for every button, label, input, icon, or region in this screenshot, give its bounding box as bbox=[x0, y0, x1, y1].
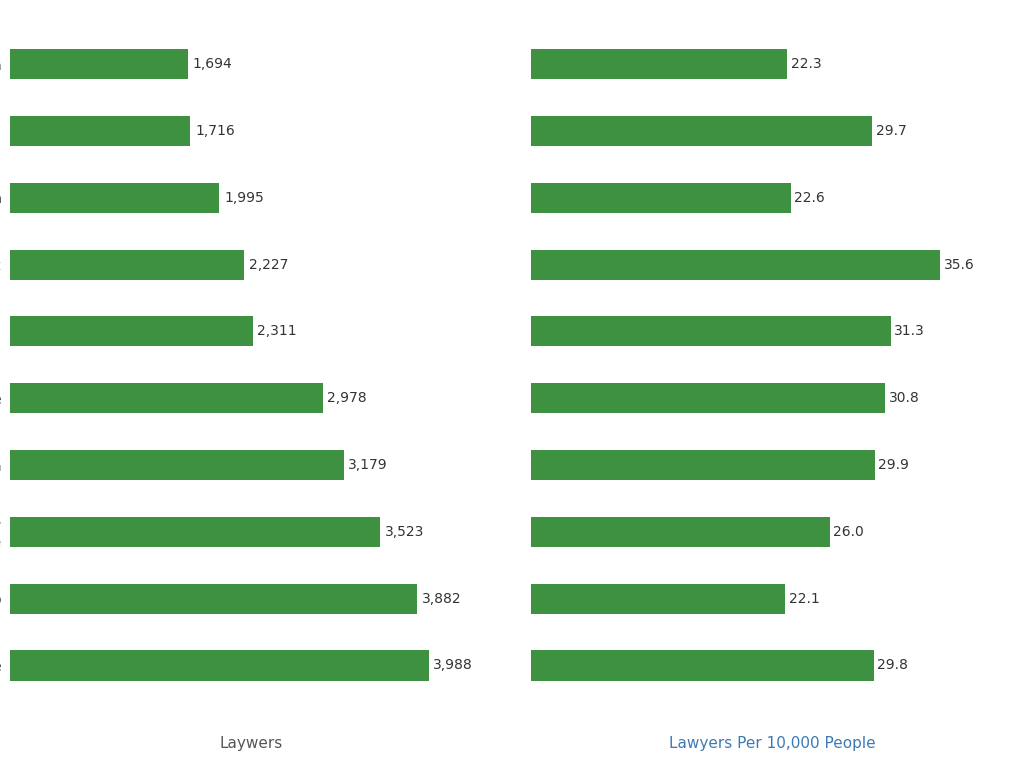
Bar bbox=[531, 450, 874, 480]
Bar bbox=[531, 383, 885, 413]
Text: 3,882: 3,882 bbox=[422, 591, 462, 606]
Bar bbox=[531, 517, 830, 547]
Text: Laywers: Laywers bbox=[220, 736, 283, 750]
Text: 26.0: 26.0 bbox=[834, 525, 864, 539]
Text: 29.8: 29.8 bbox=[878, 658, 908, 673]
Bar bbox=[10, 316, 253, 346]
Bar bbox=[10, 183, 219, 213]
Text: 35.6: 35.6 bbox=[944, 257, 975, 272]
Bar bbox=[531, 650, 873, 680]
Bar bbox=[531, 584, 785, 614]
Text: 2,311: 2,311 bbox=[257, 324, 297, 339]
Text: 22.3: 22.3 bbox=[791, 57, 821, 71]
Text: 29.7: 29.7 bbox=[876, 124, 906, 138]
Text: 3,988: 3,988 bbox=[433, 658, 473, 673]
Text: 2,978: 2,978 bbox=[328, 391, 367, 406]
Bar bbox=[10, 250, 244, 280]
Bar bbox=[10, 650, 428, 680]
Bar bbox=[10, 116, 190, 146]
Bar bbox=[10, 383, 323, 413]
Text: 29.9: 29.9 bbox=[879, 458, 909, 472]
Bar bbox=[10, 49, 188, 79]
Bar bbox=[531, 250, 940, 280]
Text: 1,694: 1,694 bbox=[193, 57, 232, 71]
Text: 3,523: 3,523 bbox=[384, 525, 424, 539]
Text: Lawyers Per 10,000 People: Lawyers Per 10,000 People bbox=[670, 736, 876, 750]
Bar bbox=[10, 584, 418, 614]
Text: 1,995: 1,995 bbox=[224, 190, 264, 205]
Bar bbox=[10, 450, 344, 480]
Text: 1,716: 1,716 bbox=[195, 124, 234, 138]
Text: 22.1: 22.1 bbox=[788, 591, 819, 606]
Text: 30.8: 30.8 bbox=[889, 391, 920, 406]
Text: 2,227: 2,227 bbox=[249, 257, 288, 272]
Bar bbox=[531, 183, 791, 213]
Text: 22.6: 22.6 bbox=[795, 190, 825, 205]
Text: 3,179: 3,179 bbox=[348, 458, 388, 472]
Bar bbox=[531, 116, 872, 146]
Bar bbox=[531, 316, 891, 346]
Bar bbox=[531, 49, 787, 79]
Bar bbox=[10, 517, 380, 547]
Text: 31.3: 31.3 bbox=[894, 324, 925, 339]
